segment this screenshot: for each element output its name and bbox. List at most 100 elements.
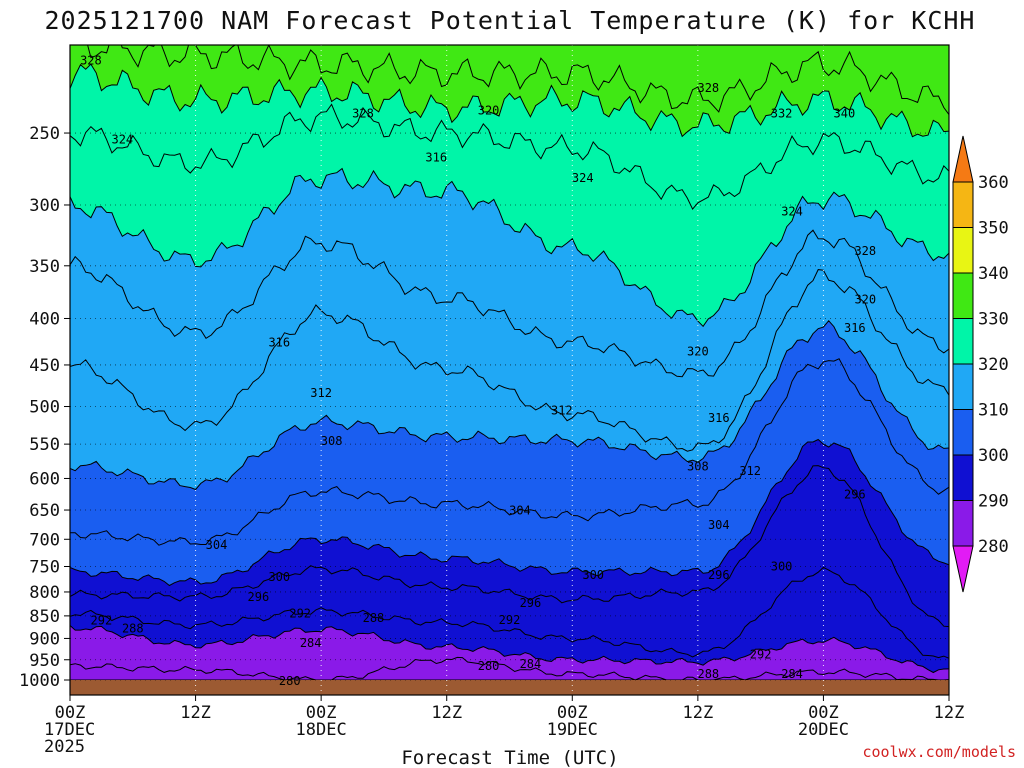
colorbar-label: 330 [978,310,1009,330]
contour-label: 328 [352,107,374,121]
contour-label: 308 [687,459,709,473]
contour-label: 312 [310,386,332,400]
ground-surface [70,680,949,695]
contour-label: 312 [739,464,761,478]
colorbar-segment [952,227,974,274]
contour-label: 300 [268,570,290,584]
x-tick-label: 12Z [682,703,713,723]
isentrope-304 [70,358,949,546]
contour-label: 296 [248,590,270,604]
colorbar-segment [952,500,974,547]
contour-label: 300 [582,568,604,582]
contour-label: 300 [771,559,793,573]
y-tick-label: 550 [29,435,60,455]
contour-label: 288 [363,611,385,625]
contour-label: 324 [572,171,594,185]
x-tick-label: 20DEC [798,720,849,740]
x-tick-label: 2025 [44,737,85,757]
x-tick-label: 00Z [306,703,337,723]
y-tick-label: 450 [29,356,60,376]
colorbar-segment [952,272,974,319]
contour-label: 304 [206,538,228,552]
isentrope-292 [70,566,949,659]
colorbar-segment [952,181,974,228]
y-tick-label: 950 [29,651,60,671]
y-tick-label: 650 [29,501,60,521]
credit-text: coolwx.com/models [862,743,1016,761]
x-tick-label: 19DEC [547,720,598,740]
isentrope-316 [70,229,949,378]
y-tick-label: 300 [29,196,60,216]
isentrope-288 [70,625,949,674]
contour-label: 328 [697,81,719,95]
contour-label: 312 [551,403,573,417]
x-axis-label: Forecast Time (UTC) [401,747,618,768]
colorbar-segment [952,409,974,456]
y-tick-label: 1000 [19,671,60,691]
contour-label: 324 [781,204,803,218]
x-tick-label: 00Z [808,703,839,723]
contour-label: 296 [708,568,730,582]
isentrope-308 [70,320,949,491]
colorbar-label: 280 [978,537,1009,557]
contour-label: 320 [478,103,500,117]
isentrope-328 [70,63,949,138]
y-tick-label: 800 [29,583,60,603]
contour-labels: 328 324 328 316 320 324 328 332 340 324 328 320 316 3… [80,53,876,687]
contour-label: 288 [122,622,144,636]
y-tick-label: 400 [29,309,60,329]
contour-label: 296 [844,488,866,502]
x-tick-label: 12Z [180,703,211,723]
y-tick-label: 250 [29,124,60,144]
x-tick-label: 00Z [55,703,86,723]
contour-label: 284 [520,657,542,671]
colorbar-label: 300 [978,446,1009,466]
contour-label: 292 [289,607,311,621]
contour-label: 292 [750,647,772,661]
isentrope-296 [70,465,949,628]
isentrope-300 [70,438,949,587]
isentrope-324 [70,103,949,211]
contour-label: 288 [697,667,719,681]
grid-lines [70,45,949,695]
contour-label: 296 [520,596,542,610]
colorbar-extend-bottom [952,545,974,593]
x-tick-label: 00Z [557,703,588,723]
contour-label: 304 [708,518,730,532]
contour-label: 292 [499,613,521,627]
contour-label: 328 [854,244,876,258]
contour-label: 292 [91,613,113,627]
y-tick-label: 900 [29,629,60,649]
isentrope-284 [70,656,949,681]
plot-frame [69,44,950,696]
colorbar-label: 340 [978,264,1009,284]
x-tick-label: 12Z [431,703,462,723]
contour-label: 328 [80,53,102,67]
contour-label: 284 [300,636,322,650]
colorbar-label: 360 [978,173,1009,193]
x-tick-label: 12Z [934,703,965,723]
contour-label: 280 [478,659,500,673]
contour-label: 304 [509,504,531,518]
colorbar: 360 350 340 330 320 310 300 290 280 [952,135,1009,593]
contour-label: 316 [425,151,447,165]
colorbar-label: 290 [978,492,1009,512]
y-tick-label: 350 [29,257,60,277]
contour-label: 316 [268,335,290,349]
colorbar-label: 350 [978,219,1009,239]
contour-label: 284 [781,667,803,681]
chart-title: 2025121700 NAM Forecast Potential Temper… [45,6,976,35]
colorbar-label: 310 [978,401,1009,421]
y-tick-label: 750 [29,557,60,577]
colorbar-segment [952,363,974,410]
y-tick-label: 600 [29,469,60,489]
y-tick-label: 850 [29,607,60,627]
contour-label: 324 [111,132,133,146]
isentrope-312 [70,269,949,452]
contour-label: 320 [687,345,709,359]
x-tick-label: 17DEC [44,720,95,740]
colorbar-segment [952,454,974,501]
y-tick-label: 500 [29,398,60,418]
